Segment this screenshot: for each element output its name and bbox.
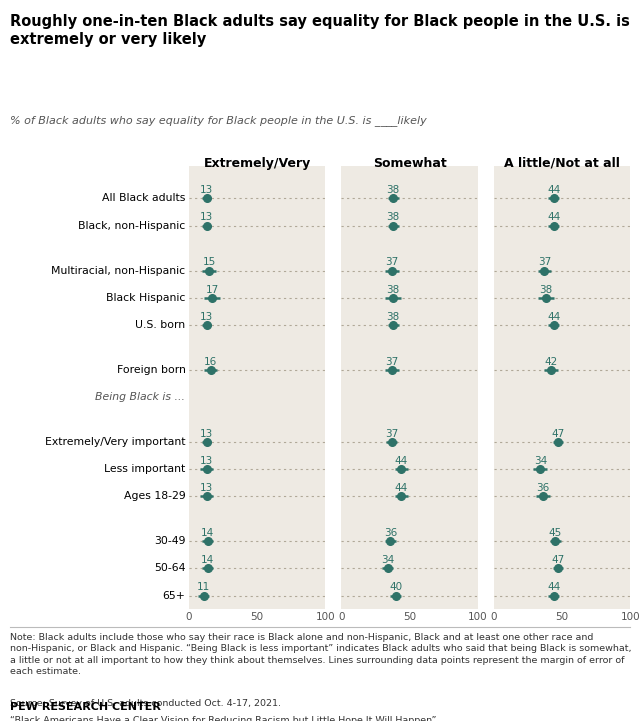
Text: PEW RESEARCH CENTER: PEW RESEARCH CENTER xyxy=(10,702,161,712)
Text: Note: Black adults include those who say their race is Black alone and non-Hispa: Note: Black adults include those who say… xyxy=(10,633,631,676)
Text: 44: 44 xyxy=(547,185,561,195)
Text: 30-49: 30-49 xyxy=(154,536,186,547)
Text: 37: 37 xyxy=(538,257,551,267)
Text: 13: 13 xyxy=(200,185,213,195)
Text: 44: 44 xyxy=(547,213,561,222)
Text: 11: 11 xyxy=(197,583,211,593)
Text: Roughly one-in-ten Black adults say equality for Black people in the U.S. is
ext: Roughly one-in-ten Black adults say equa… xyxy=(10,14,630,48)
Text: 16: 16 xyxy=(204,357,217,366)
Text: 40: 40 xyxy=(389,583,403,593)
Text: Less important: Less important xyxy=(104,464,186,474)
Text: 36: 36 xyxy=(384,528,397,538)
Text: U.S. born: U.S. born xyxy=(135,320,186,330)
Text: 13: 13 xyxy=(200,429,213,438)
Text: All Black adults: All Black adults xyxy=(102,193,186,203)
Text: % of Black adults who say equality for Black people in the U.S. is ____likely: % of Black adults who say equality for B… xyxy=(10,115,426,126)
Text: 45: 45 xyxy=(548,528,562,538)
Text: 44: 44 xyxy=(395,456,408,466)
Text: Extremely/Very important: Extremely/Very important xyxy=(45,437,186,447)
Text: Somewhat: Somewhat xyxy=(372,157,447,170)
Text: 15: 15 xyxy=(203,257,216,267)
Text: 44: 44 xyxy=(547,311,561,322)
Text: 38: 38 xyxy=(387,285,400,294)
Text: “Black Americans Have a Clear Vision for Reducing Racism but Little Hope It Will: “Black Americans Have a Clear Vision for… xyxy=(10,715,436,721)
Text: 65+: 65+ xyxy=(163,590,186,601)
Text: 17: 17 xyxy=(205,285,219,294)
Text: 13: 13 xyxy=(200,213,213,222)
Text: 38: 38 xyxy=(387,185,400,195)
Text: 50-64: 50-64 xyxy=(154,563,186,573)
Text: 44: 44 xyxy=(547,583,561,593)
Text: Black, non-Hispanic: Black, non-Hispanic xyxy=(78,221,186,231)
Text: 44: 44 xyxy=(395,483,408,493)
Text: 37: 37 xyxy=(385,257,399,267)
Text: 13: 13 xyxy=(200,456,213,466)
Text: 47: 47 xyxy=(552,555,564,565)
Text: Foreign born: Foreign born xyxy=(116,365,186,375)
Text: Ages 18-29: Ages 18-29 xyxy=(124,491,186,501)
Text: 37: 37 xyxy=(385,357,399,366)
Text: 37: 37 xyxy=(385,429,399,438)
Text: Multiracial, non-Hispanic: Multiracial, non-Hispanic xyxy=(51,265,186,275)
Text: Black Hispanic: Black Hispanic xyxy=(106,293,186,303)
Text: 42: 42 xyxy=(545,357,558,366)
Text: 34: 34 xyxy=(534,456,547,466)
Text: Source: Survey of U.S. adults conducted Oct. 4-17, 2021.: Source: Survey of U.S. adults conducted … xyxy=(10,699,280,707)
Text: 47: 47 xyxy=(552,429,564,438)
Text: 34: 34 xyxy=(381,555,394,565)
Text: 36: 36 xyxy=(536,483,550,493)
Text: 38: 38 xyxy=(387,213,400,222)
Text: 14: 14 xyxy=(202,555,214,565)
Text: 13: 13 xyxy=(200,483,213,493)
Text: 14: 14 xyxy=(202,528,214,538)
Text: Being Black is ...: Being Black is ... xyxy=(95,392,186,402)
Text: Extremely/Very: Extremely/Very xyxy=(204,157,310,170)
Text: 38: 38 xyxy=(539,285,552,294)
Text: 13: 13 xyxy=(200,311,213,322)
Text: 38: 38 xyxy=(387,311,400,322)
Text: A little/Not at all: A little/Not at all xyxy=(504,157,620,170)
